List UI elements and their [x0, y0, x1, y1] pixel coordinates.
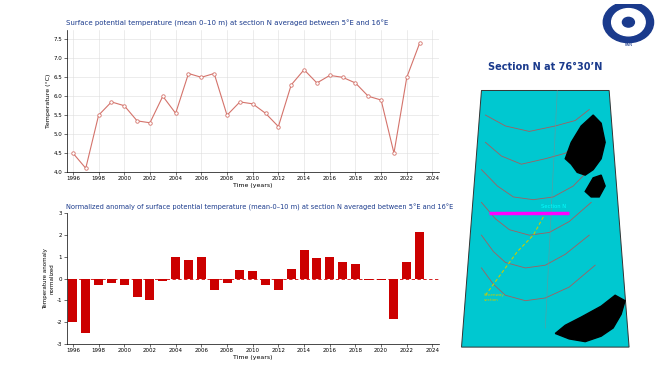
Text: Surface potential temperature (mean 0–10 m) at section N averaged between 5°E an: Surface potential temperature (mean 0–10…: [66, 20, 389, 27]
Polygon shape: [585, 175, 605, 197]
Bar: [390, 279, 398, 319]
Circle shape: [612, 9, 645, 36]
Circle shape: [603, 2, 654, 43]
Bar: [171, 257, 180, 279]
Text: Greenway
section: Greenway section: [483, 293, 504, 302]
Circle shape: [622, 17, 634, 27]
Bar: [248, 271, 257, 279]
Bar: [146, 279, 154, 300]
Bar: [120, 279, 129, 285]
Bar: [223, 279, 231, 283]
Text: b: b: [624, 17, 632, 27]
Text: IO
PAN: IO PAN: [624, 38, 632, 46]
Bar: [364, 279, 373, 280]
X-axis label: Time (years): Time (years): [233, 183, 273, 188]
Bar: [261, 279, 270, 285]
Y-axis label: Temperature (°C): Temperature (°C): [46, 74, 51, 128]
Bar: [325, 257, 334, 279]
Bar: [274, 279, 283, 289]
Bar: [313, 258, 321, 279]
Bar: [107, 279, 116, 283]
Bar: [81, 279, 90, 333]
Bar: [132, 279, 142, 297]
Polygon shape: [462, 91, 629, 347]
Bar: [68, 279, 77, 322]
Bar: [235, 270, 244, 279]
Polygon shape: [555, 295, 625, 342]
Bar: [94, 279, 103, 285]
Polygon shape: [565, 115, 605, 175]
Text: Section N at 76°30’N: Section N at 76°30’N: [488, 62, 602, 72]
Y-axis label: Temperature anomaly
normalized: Temperature anomaly normalized: [43, 248, 54, 309]
Bar: [158, 279, 168, 281]
Bar: [376, 279, 386, 280]
Bar: [402, 262, 411, 279]
Bar: [351, 264, 360, 279]
Bar: [287, 269, 296, 279]
Text: Normalized anomaly of surface potential temperature (mean-0–10 m) at section N a: Normalized anomaly of surface potential …: [66, 203, 454, 211]
X-axis label: Time (years): Time (years): [233, 355, 273, 360]
Bar: [197, 257, 206, 279]
Bar: [299, 250, 309, 279]
Text: Section N: Section N: [541, 204, 567, 209]
Bar: [184, 260, 193, 279]
Bar: [415, 232, 424, 279]
Bar: [338, 262, 347, 279]
Bar: [209, 279, 219, 289]
